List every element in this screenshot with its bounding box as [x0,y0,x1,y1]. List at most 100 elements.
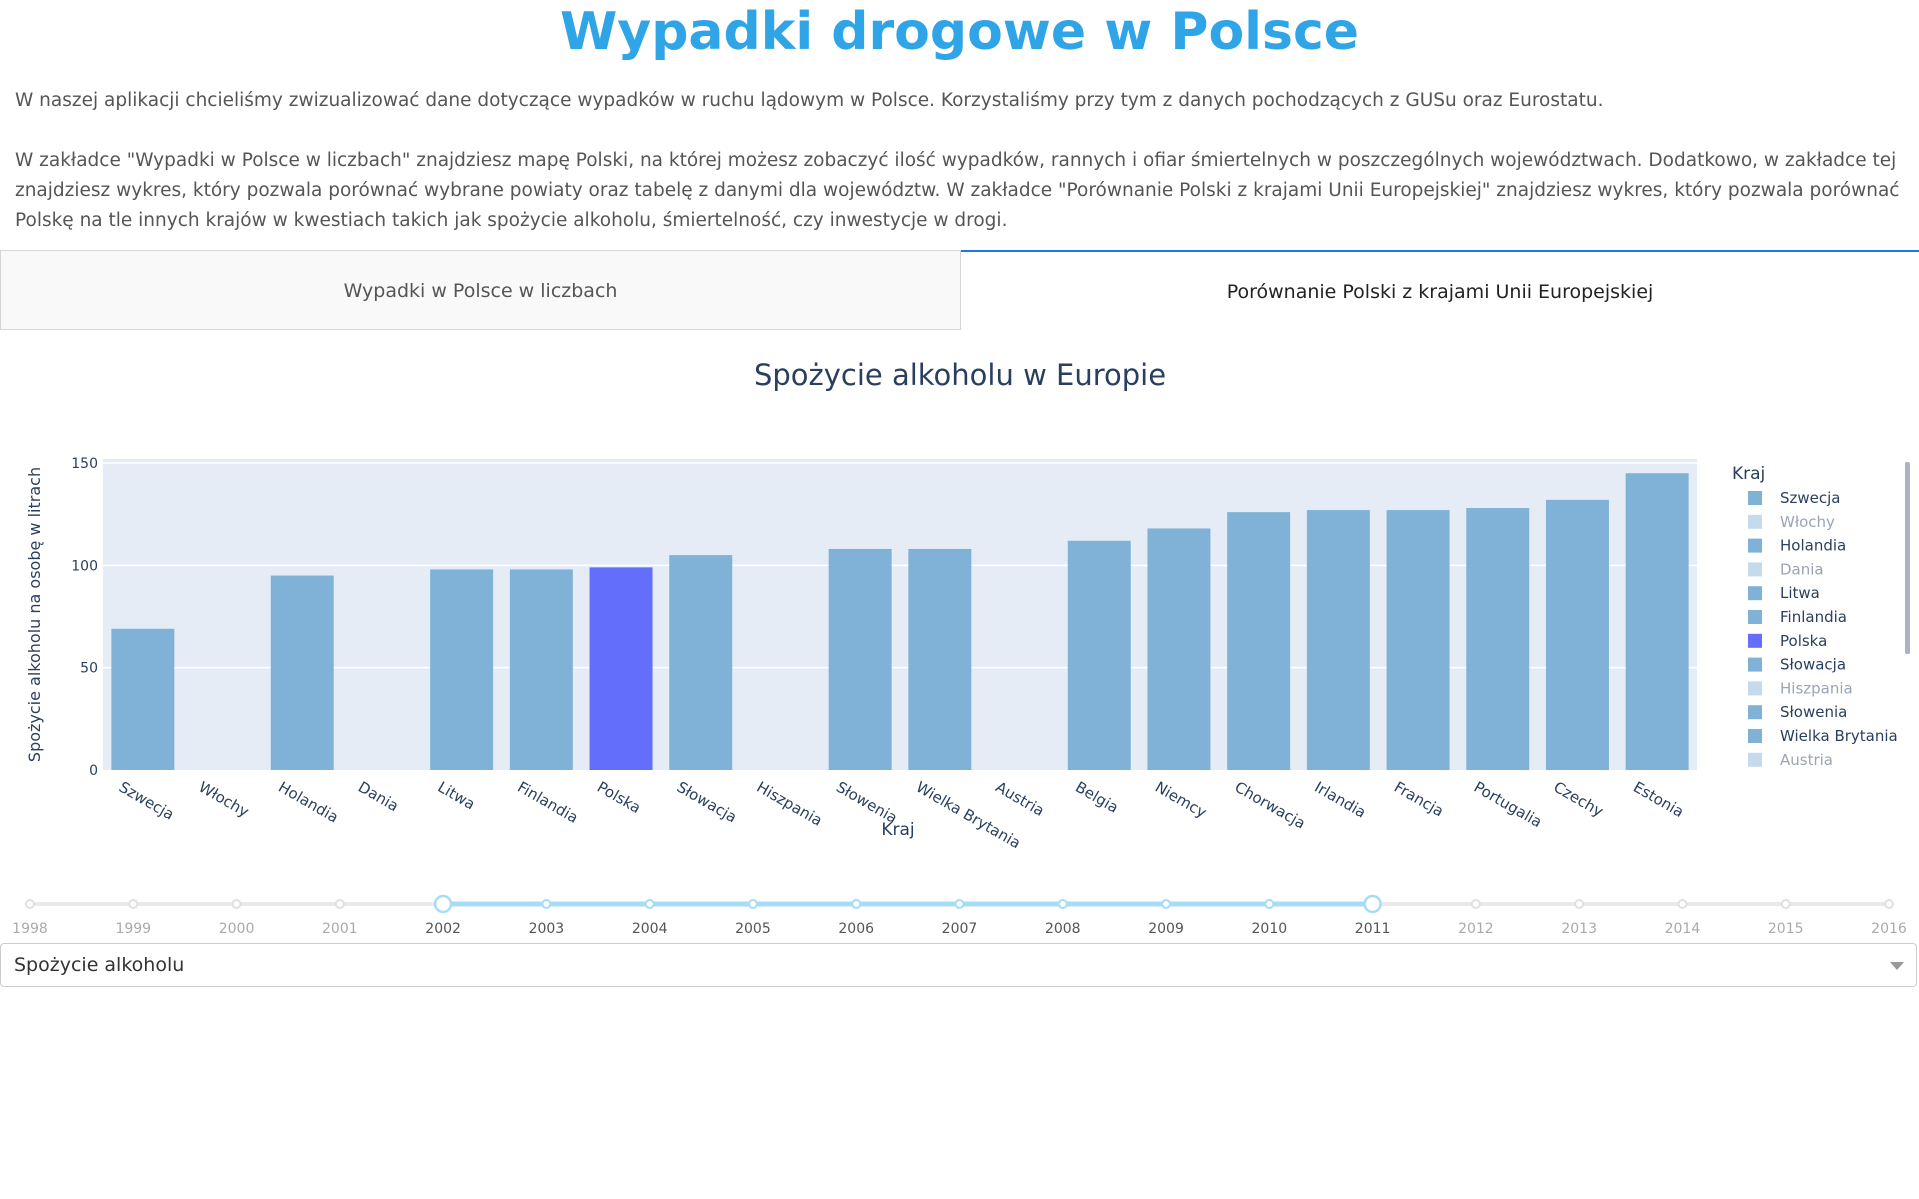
x-tick-label: Słowacja [674,778,740,827]
x-tick-label: Włochy [196,778,253,821]
bar-polska[interactable] [589,567,653,770]
slider-handle[interactable] [1363,894,1382,914]
bar-finlandia[interactable] [509,569,573,770]
bar-portugalia[interactable] [1466,508,1530,770]
slider-year-label: 2004 [632,921,668,937]
bar-chorwacja[interactable] [1227,512,1291,770]
x-tick-label: Finlandia [514,778,581,827]
slider-year-label: 2012 [1458,921,1494,937]
slider-year-label: 1998 [12,921,48,937]
slider-handle[interactable] [433,894,453,914]
legend-swatch [1748,562,1762,577]
slider-year-label: 2000 [219,921,255,937]
x-tick-label: Belgia [1072,778,1121,817]
tab-bar: Wypadki w Polsce w liczbach Porównanie P… [0,250,1919,332]
y-axis-label: Spożycie alkoholu na osobę w litrach [25,467,44,762]
slider-year-label: 2011 [1355,921,1391,937]
legend-item[interactable]: Słowenia [1780,703,1847,721]
metric-dropdown[interactable]: Spożycie alkoholu [0,943,1917,987]
slider-dot [851,899,862,909]
bar-francja[interactable] [1386,510,1450,770]
bar-irlandia[interactable] [1306,510,1370,770]
slider-year-label: 2007 [942,921,978,937]
slider-year-label: 2015 [1768,921,1804,937]
chevron-down-icon[interactable] [1890,962,1904,970]
bar-słowenia[interactable] [828,548,892,770]
bar-chart: Spożycie alkoholu w Europie 0 50 100 150 Spoż… [0,345,1919,865]
x-tick-label: Czechy [1550,778,1606,821]
x-tick-label: Hiszpania [753,778,825,830]
bar-słowacja[interactable] [669,555,733,770]
legend-item[interactable]: Finlandia [1780,608,1847,626]
slider-year-label: 2005 [735,921,771,937]
bar-wielka-brytania[interactable] [908,548,972,770]
x-tick-label: Holandia [275,778,341,827]
slider-year-label: 2010 [1252,921,1288,937]
legend-swatch [1748,491,1762,505]
legend-scrollbar[interactable] [1905,462,1910,654]
slider-dot [1677,899,1688,909]
x-tick-label: Szwecja [116,778,177,824]
slider-dot [128,899,139,909]
x-tick-label: Estonia [1630,778,1687,821]
slider-dot [541,899,552,909]
legend-item[interactable]: Litwa [1780,584,1820,602]
legend-swatch [1748,657,1762,672]
slider-dot [1780,899,1791,909]
slider-dot [334,899,345,909]
legend-item[interactable]: Austria [1780,751,1833,769]
slider-dot [1470,899,1481,909]
plot-background [103,459,1697,770]
y-tick-label: 0 [89,763,98,779]
legend-item[interactable]: Polska [1780,632,1827,650]
legend-swatch [1748,586,1762,601]
legend-item[interactable]: Dania [1780,560,1824,578]
legend-item[interactable]: Wielka Brytania [1780,727,1898,745]
x-tick-label: Polska [594,778,644,817]
legend-swatch [1748,538,1762,553]
slider-year-label: 2001 [322,921,358,937]
legend-item[interactable]: Słowacja [1780,656,1846,674]
slider-year-label: 2016 [1871,921,1907,937]
chart-title: Spożycie alkoholu w Europie [754,358,1166,392]
slider-dot [1574,899,1585,909]
slider-dot [644,899,655,909]
x-tick-label: Chorwacja [1232,778,1309,833]
legend-item[interactable]: Włochy [1780,513,1835,531]
x-tick-label: Dania [355,778,402,815]
bar-czechy[interactable] [1545,499,1609,770]
slider-dot [1884,899,1894,909]
legend-item[interactable]: Hiszpania [1780,679,1853,697]
legend-swatch [1748,610,1762,624]
slider-dot [25,899,35,909]
x-tick-label: Irlandia [1311,778,1369,822]
legend-swatch [1748,705,1762,720]
x-tick-label: Niemcy [1152,778,1210,822]
slider-svg: 1998 1999 2000 2001 2002 2003 2004 2005 2006 2007… [12,894,1907,937]
legend-item[interactable]: Holandia [1780,537,1846,555]
slider-year-label: 2013 [1561,921,1597,937]
bar-niemcy[interactable] [1147,528,1211,770]
tab-porownanie-polski[interactable]: Porównanie Polski z krajami Unii Europej… [961,250,1919,330]
bar-estonia[interactable] [1625,473,1689,770]
slider-year-label: 2003 [529,921,565,937]
year-range-slider[interactable]: 1998 1999 2000 2001 2002 2003 2004 2005 2006 2007… [0,885,1919,945]
bar-szwecja[interactable] [111,628,175,770]
dropdown-value: Spożycie alkoholu [14,954,185,976]
bar-belgia[interactable] [1067,540,1131,770]
slider-year-label: 2002 [425,921,461,937]
legend-swatch [1748,514,1762,529]
legend-swatch [1748,681,1762,696]
legend-swatch [1748,633,1762,648]
intro-paragraph-2: W zakładce "Wypadki w Polsce w liczbach"… [15,150,1900,231]
slider-year-label: 2006 [838,921,874,937]
legend-item[interactable]: Szwecja [1780,489,1841,507]
bar-holandia[interactable] [270,575,334,770]
y-tick-label: 50 [80,661,98,677]
tab-wypadki-w-polsce[interactable]: Wypadki w Polsce w liczbach [0,250,961,330]
legend-swatch [1748,752,1762,767]
slider-year-label: 1999 [115,921,151,937]
bar-litwa[interactable] [430,569,494,770]
slider-year-label: 2008 [1045,921,1081,937]
y-tick-label: 100 [71,558,98,574]
